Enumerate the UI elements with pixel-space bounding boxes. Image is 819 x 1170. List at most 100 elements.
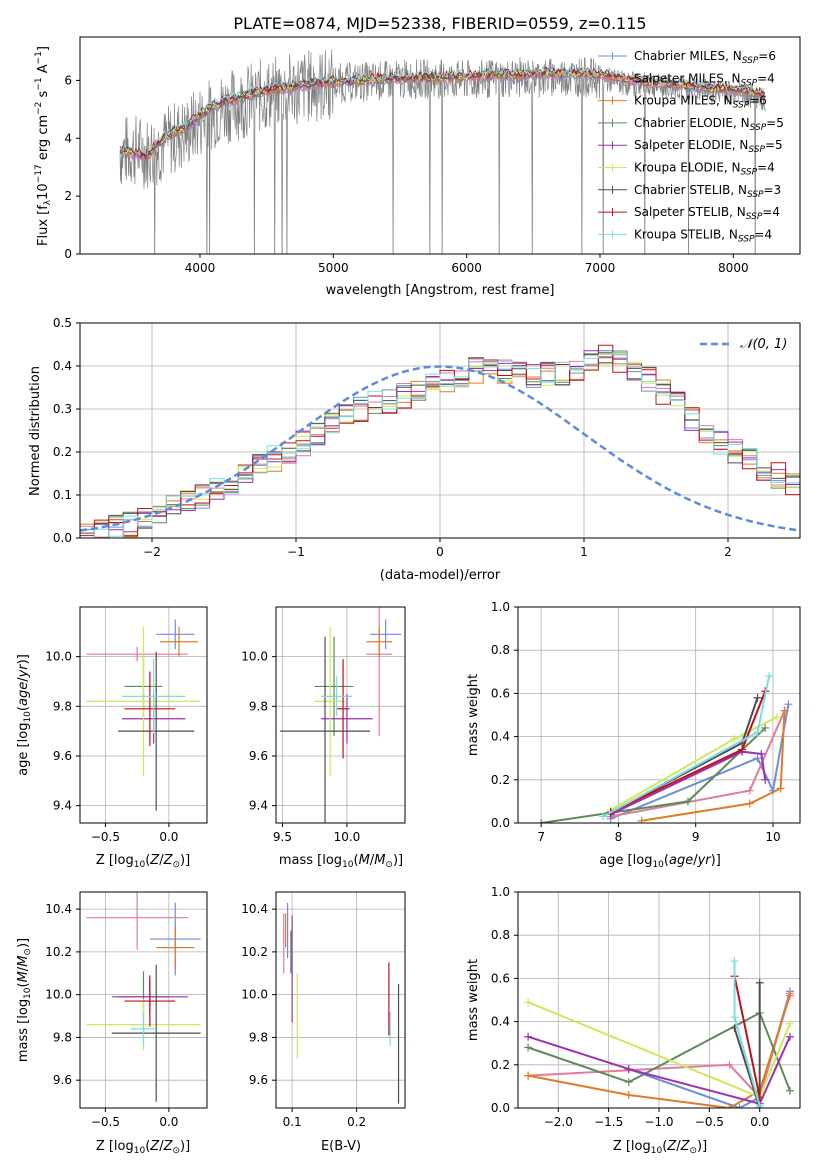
legend-label-chabrier-stelib: Chabrier STELIB, NSSP=3 [634,183,781,200]
spectrum-lines [119,49,766,254]
mass-weight-vs-age-line-salpeter-elodie [610,750,767,816]
mass-weight-vs-z-ytick-label: 0.0 [491,1101,510,1115]
age-vs-mass-ytick-label: 9.8 [249,699,268,713]
mass-weight-vs-z-marker-chabrier-elodie [524,1043,533,1052]
mass-weight-vs-age-marker-salpeter-miles [745,786,754,795]
age-vs-mass-xtick-label: 9.5 [273,830,292,844]
mass-vs-z-ytick-label: 10.0 [45,988,72,1002]
spectrum-xtick-label: 5000 [318,261,349,275]
mass-weight-vs-z-xtick-label: −2.0 [544,1115,573,1129]
histogram-xtick-label: −1 [287,545,305,559]
mass-weight-vs-age-marker-kroupa-miles [637,816,646,823]
mass-vs-ebv-ytick-label: 9.6 [249,1073,268,1087]
histogram-ytick-label: 0.1 [53,488,72,502]
mass-weight-vs-age-ytick-label: 0.6 [491,686,510,700]
mass-weight-vs-z-ytick-label: 0.2 [491,1058,510,1072]
histogram-ylabel: Normed distribution [28,366,43,496]
mass-weight-vs-z-xtick-label: −1.0 [644,1115,673,1129]
spectrum-xtick-label: 4000 [185,261,216,275]
mass-vs-EBV-xlabel: E(B-V) [321,1139,361,1154]
mass-weight-vs-age-marker-kroupa-stelib [598,812,607,821]
mass-weight-vs-Z-xlabel: Z [log10(Z/Z⊙)] [613,1139,707,1156]
age-vs-z-ytick-label: 9.4 [53,799,72,813]
mass-weight-vs-age-marker-kroupa-miles [745,799,754,808]
mass-vs-z-xtick-label: 0.0 [159,1115,178,1129]
mass-weight-vs-z-ytick-label: 0.4 [491,1015,510,1029]
mass-vs-z-marks [86,892,201,1102]
mass-weight-vs-z-marks [524,957,794,1108]
mass-vs-z-ytick-label: 9.6 [53,1073,72,1087]
normal-curve-legend-label: 𝒩(0, 1) [740,337,787,352]
mass-vs-ebv-ytick-label: 10.2 [241,945,268,959]
spectrum-model-chabrier-stelib [119,67,765,157]
mass-weight-vs-age-marker-chabrier-stelib [753,693,762,702]
normal-curve [80,365,800,532]
mass-weight-vs-z-marker-kroupa-miles [524,1071,533,1080]
histogram-steps-kroupa-stelib [80,352,800,538]
age-vs-z-marks [86,619,201,811]
mass-weight-vs-z-line-salpeter-stelib [733,975,761,1098]
mass-weight-vs-age-marker-kroupa-stelib [753,728,762,737]
age-vs-z-axes-frame [79,606,208,824]
mass-weight-vs-z-marker-salpeter-elodie [785,1032,794,1041]
mass-vs-z-axes-frame [79,891,208,1109]
mass-vs-EBV-panel: 0.1 0.2 9.6 9.8 10.0 10.2 10.4 [241,891,406,1129]
age-vs-mass-ytick-label: 9.6 [249,749,268,763]
legend-label-chabrier-miles: Chabrier MILES, NSSP=6 [634,49,776,66]
mass-vs-Z-xlabel: Z [log10(Z/Z⊙)] [96,1139,190,1156]
histogram-xtick-label: 2 [724,545,732,559]
mass-vs-z-xtick-label: −0.5 [91,1115,120,1129]
spectrum-panel: 4000 5000 6000 7000 8000 0 2 4 6 wavelength [Ang… [34,36,801,298]
mass-weight-vs-age-xtick-label: 8 [615,830,623,844]
mass-weight-vs-age-ytick-label: 0.2 [491,773,510,787]
age-vs-z-xtick-label: 0.0 [159,830,178,844]
histogram-xtick-label: 1 [580,545,588,559]
mass-weight-vs-z-marker-kroupa-elodie [524,998,533,1007]
age-vs-Z-panel: −0.5 0.0 9.4 9.6 9.8 10.0 [45,606,208,844]
spectrum-legend: Chabrier MILES, NSSP=6 Salpeter MILES, NS… [598,49,784,244]
mass-vs-z-ytick-label: 10.4 [45,902,72,916]
histogram-ytick-label: 0.0 [53,531,72,545]
histogram-legend: 𝒩(0, 1) [700,337,787,352]
mass-weight-vs-z-line-chabrier-elodie [527,1011,791,1092]
spectrum-ylabel: Flux [fλ10−17 erg cm−2 s−1 A−1] [34,46,53,246]
mass-weight-vs-z-line-chabrier-stelib [733,982,761,1108]
spectrum-xtick-label: 8000 [718,261,749,275]
spectrum-xtick-label: 7000 [585,261,616,275]
mass-weight-vs-z-marker-kroupa-miles [785,991,794,1000]
mass-vs-ebv-ytick-label: 9.8 [249,1030,268,1044]
mass-weight-vs-age-ytick-label: 0.0 [491,816,510,830]
legend-label-chabrier-elodie: Chabrier ELODIE, NSSP=5 [634,116,784,133]
mass-weight-vs-z-ytick-label: 0.6 [491,971,510,985]
mass-weight-vs-z-marker-chabrier-stelib [755,978,764,987]
spectrum-ytick-label: 4 [64,131,72,145]
histogram-panel: −2 −1 0 1 2 0.0 0.1 0.2 0.3 0.4 0.5 (data-model)/e… [28,316,801,583]
mass-weight-vs-z-marker-kroupa-miles [624,1091,633,1100]
mass-weight-vs-age-marker-chabrier-elodie [537,819,546,823]
age-vs-Z-xlabel: Z [log10(Z/Z⊙)] [96,853,190,870]
mass-weight-vs-z-marker-salpeter-miles [725,1060,734,1069]
mass-weight-vs-age-marker-kroupa-miles [780,706,789,715]
figure-title: PLATE=0874, MJD=52338, FIBERID=0559, z=0… [233,14,646,33]
mass-weight-vs-age-ytick-label: 1.0 [491,600,510,614]
mass-vs-ebv-marks [283,902,400,1104]
mass-weight-vs-age-axes-frame [517,606,801,824]
mass-weight-vs-age-ytick-label: 0.4 [491,730,510,744]
mass-weight-vs-age-panel: 7 8 9 10 0.0 0.2 0.4 0.6 0.8 1.0 [491,600,801,844]
mass-weight-vs-z-xtick-label: −1.5 [594,1115,623,1129]
mass-weight-vs-z-ytick-label: 0.8 [491,928,510,942]
age-vs-z-xtick-label: −0.5 [91,830,120,844]
mass-weight-vs-age-xlabel: age [log10(age/yr)] [599,853,721,870]
mass-weight-vs-age-marker-kroupa-elodie [772,713,781,722]
legend-label-kroupa-elodie: Kroupa ELODIE, NSSP=4 [634,161,775,178]
mass-vs-Z-panel: −0.5 0.0 9.6 9.8 10.0 10.2 10.4 [45,891,208,1129]
mass-vs-z-ytick-label: 9.8 [53,1030,72,1044]
spectrum-plot-area [119,49,766,254]
histogram-xtick-label: −2 [143,545,161,559]
histogram-ytick-label: 0.5 [53,316,72,330]
age-vs-mass-panel: 9.5 10.0 9.4 9.6 9.8 10.0 [241,606,406,844]
mass-weight-vs-age-line-kroupa-miles [641,710,786,822]
legend-label-salpeter-stelib: Salpeter STELIB, NSSP=4 [634,205,780,222]
